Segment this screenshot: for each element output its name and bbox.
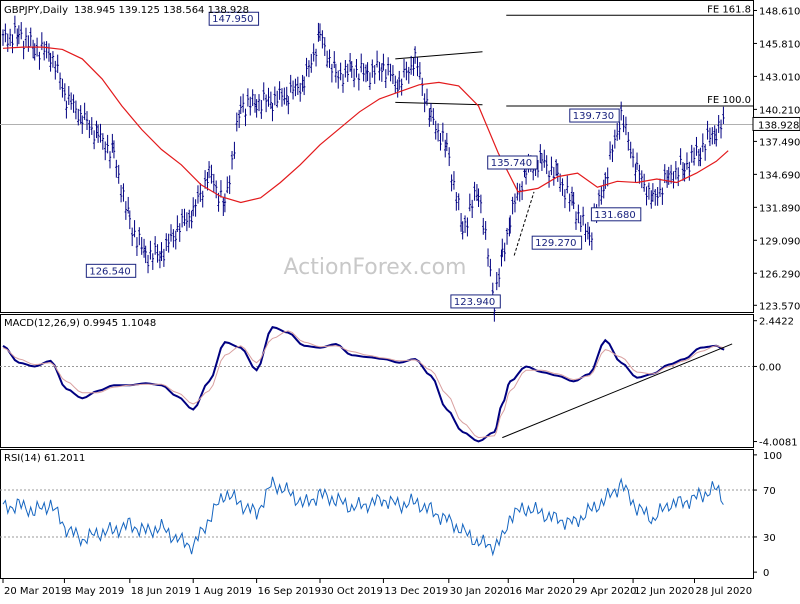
price-y-tick-label: 137.490 [759,137,800,148]
price-annotation: 126.540 [85,263,137,278]
annotation-text: 139.730 [573,111,614,122]
price-annotation: 147.950 [208,11,260,26]
x-tick-label: 16 Mar 2020 [509,586,572,597]
watermark: ActionForex.com [284,255,467,280]
rsi-y-tick-label: 70 [763,486,776,497]
price-annotation: 123.940 [450,294,501,309]
x-tick-label: 18 Jun 2019 [131,586,191,597]
x-tick-label: 16 Sep 2019 [258,586,321,597]
rsi-y-tick-label: 0 [763,568,769,579]
x-tick-label: 30 Jan 2020 [450,586,510,597]
macd-trendline [502,343,733,439]
price-annotation: 129.270 [531,235,583,250]
rsi-line [2,476,724,557]
annotation-box [208,11,260,26]
x-tick-label: 12 Jun 2020 [634,586,694,597]
price-y-tick-label: 145.810 [759,39,800,50]
ohlc-header: 138.945 139.125 138.564 138.928 [74,5,249,16]
channel-line [513,191,535,256]
price-y-tick-label: 148.610 [759,6,800,17]
annotation-box [531,235,583,250]
fib-level-label: FE 161.8 [707,4,751,15]
annotation-text: 131.680 [594,210,635,221]
macd-pane-frame [0,314,754,448]
channel-line [395,101,483,106]
annotation-box [487,155,538,170]
rsi-title: RSI(14) 61.2011 [4,453,85,464]
macd-y-tick-label: 0.00 [759,362,781,373]
price-y-tick-label: 129.090 [759,236,800,247]
chart-title: GBPJPY,Daily [4,5,68,16]
rsi-y-tick-label: 30 [763,533,776,544]
x-tick-label: 28 Jul 2020 [695,586,752,597]
price-annotation: 139.730 [569,108,620,123]
price-y-tick-label: 134.690 [759,170,800,181]
current-price-label: 138.928 [758,120,799,131]
macd-signal-line [2,330,725,439]
macd-title: MACD(12,26,9) 0.9945 1.1048 [4,318,156,329]
current-price-tag [752,116,800,131]
moving-average-line [2,46,729,204]
annotation-text: 123.940 [454,297,495,308]
price-y-tick-label: 143.010 [759,72,800,83]
rsi-y-tick-label: 100 [763,451,782,462]
price-y-tick-label: 140.210 [759,105,800,116]
annotation-text: 147.950 [212,14,253,25]
macd-y-tick-label: -4.0081 [759,438,798,449]
x-tick-label: 29 Apr 2020 [575,586,637,597]
channel-line [395,51,483,60]
rsi-pane-frame [0,449,754,579]
x-tick-label: 13 Dec 2019 [384,586,448,597]
macd-y-tick-label: 2.4422 [759,317,794,328]
annotation-text: 126.540 [89,266,130,277]
price-y-tick-label: 126.290 [759,269,800,280]
annotation-box [450,294,501,309]
annotation-box [590,207,642,222]
fib-level-label: FE 100.0 [707,95,751,106]
x-tick-label: 1 Aug 2019 [194,586,252,597]
macd-line [2,325,725,443]
price-pane-frame [0,0,754,313]
annotation-box [85,263,137,278]
x-tick-label: 3 May 2019 [65,586,124,597]
x-tick-label: 30 Oct 2019 [321,586,383,597]
annotation-box [569,108,620,123]
price-y-tick-label: 123.570 [759,301,800,312]
price-annotation: 131.680 [590,207,642,222]
price-y-tick-label: 131.890 [759,203,800,214]
annotation-text: 135.740 [491,158,532,169]
annotation-text: 129.270 [535,238,576,249]
price-annotation: 135.740 [487,155,538,170]
x-tick-label: 20 Mar 2019 [4,586,67,597]
